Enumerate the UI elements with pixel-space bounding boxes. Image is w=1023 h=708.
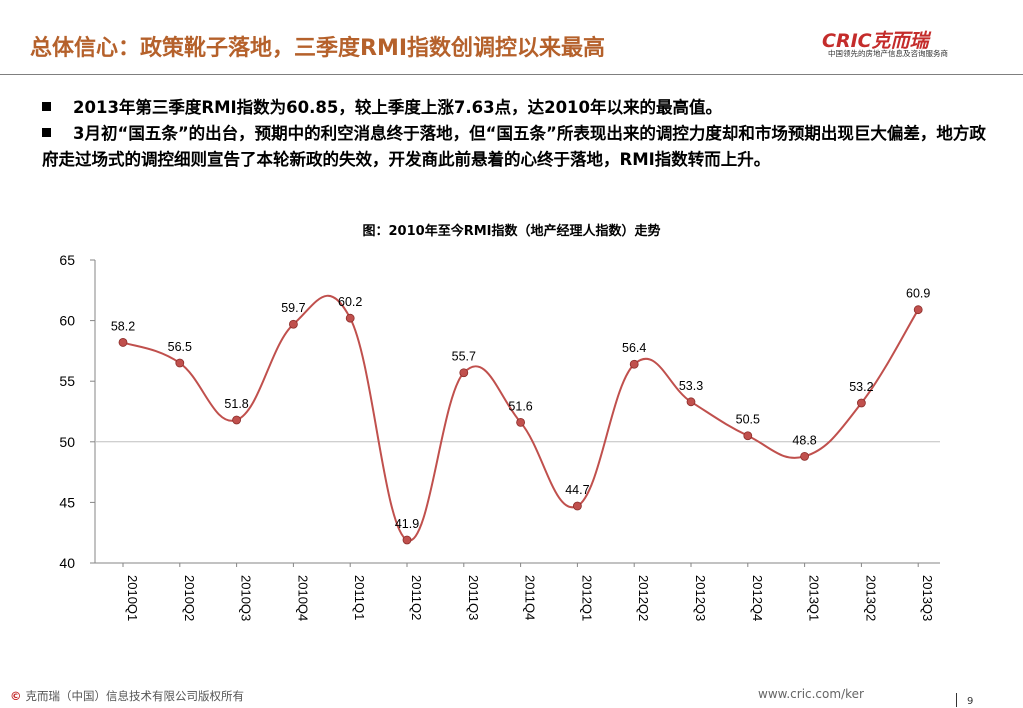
x-tick-label: 2010Q2 [182, 575, 197, 621]
data-label: 55.7 [452, 350, 476, 364]
data-label: 59.7 [281, 301, 305, 315]
data-point [402, 535, 412, 545]
data-point [573, 501, 582, 511]
data-label: 58.2 [111, 319, 135, 333]
page-title: 总体信心：政策靴子落地，三季度RMI指数创调控以来最高 [30, 36, 606, 61]
footer-copyright: © 克而瑞（中国）信息技术有限公司版权所有 [10, 688, 244, 704]
copyright-text: 克而瑞（中国）信息技术有限公司版权所有 [25, 689, 245, 703]
data-point [686, 397, 696, 407]
cric-logo: CRIC克而瑞 中国领先的房地产信息及咨询服务商 [818, 26, 988, 62]
data-label: 44.7 [565, 483, 589, 497]
x-tick-label: 2011Q2 [409, 575, 424, 620]
page-number: 9 [956, 693, 973, 707]
data-point [175, 358, 185, 368]
y-tick-label: 50 [59, 434, 75, 450]
footer-url: www.cric.com/ker [758, 687, 864, 701]
chart-title: 图：2010年至今RMI指数（地产经理人指数）走势 [362, 224, 661, 239]
data-label: 53.2 [849, 380, 873, 394]
data-point [459, 368, 469, 378]
x-tick-label: 2013Q3 [920, 575, 935, 621]
data-label: 60.9 [906, 287, 930, 301]
bullet-square-icon [42, 102, 51, 111]
data-label: 48.8 [792, 433, 816, 447]
data-label: 51.8 [224, 397, 248, 411]
logo-tagline: 中国领先的房地产信息及咨询服务商 [828, 49, 948, 58]
data-point [288, 319, 298, 329]
data-point [516, 418, 525, 427]
bullet-text: 2013年第三季度RMI指数为60.85，较上季度上涨7.63点，达2010年以… [73, 98, 723, 117]
x-tick-label: 2013Q2 [863, 575, 878, 621]
data-point [232, 415, 242, 425]
y-tick-label: 40 [59, 555, 75, 571]
data-point [118, 338, 128, 347]
x-tick-label: 2011Q4 [523, 575, 538, 620]
data-label: 56.4 [622, 341, 646, 355]
x-tick-label: 2012Q4 [750, 575, 765, 621]
series-line [122, 294, 920, 542]
x-tick-label: 2010Q3 [239, 575, 254, 621]
data-label: 56.5 [168, 340, 192, 354]
x-tick-label: 2010Q4 [295, 575, 310, 621]
bullet-square-icon [42, 128, 51, 137]
data-label: 50.5 [736, 413, 760, 427]
bullet-item: 2013年第三季度RMI指数为60.85，较上季度上涨7.63点，达2010年以… [42, 95, 992, 121]
data-label: 60.2 [338, 295, 362, 309]
y-tick-label: 65 [59, 252, 75, 268]
data-point [857, 398, 866, 408]
data-point [345, 313, 355, 323]
data-label: 53.3 [679, 379, 703, 393]
logo-brand: CRIC克而瑞 [822, 30, 929, 52]
page-number-text: 9 [967, 696, 974, 707]
x-tick-label: 2012Q2 [636, 575, 651, 621]
y-tick-label: 60 [59, 313, 75, 329]
bullet-item: 3月初“国五条”的出台，预期中的利空消息终于落地，但“国五条”所表现出来的调控力… [42, 121, 992, 173]
copyright-symbol: © [10, 689, 22, 703]
x-tick-label: 2013Q1 [807, 575, 822, 621]
data-point [800, 451, 809, 461]
header-divider [0, 74, 1023, 75]
x-tick-label: 2011Q3 [466, 575, 481, 620]
page-divider [956, 693, 957, 707]
data-label: 41.9 [395, 517, 419, 531]
y-tick-label: 45 [59, 494, 75, 510]
bullet-text: 3月初“国五条”的出台，预期中的利空消息终于落地，但“国五条”所表现出来的调控力… [42, 124, 986, 169]
bullet-list: 2013年第三季度RMI指数为60.85，较上季度上涨7.63点，达2010年以… [42, 95, 992, 173]
y-tick-label: 55 [59, 373, 75, 389]
x-tick-label: 2011Q1 [352, 575, 367, 620]
data-point [743, 431, 753, 441]
data-label: 51.6 [508, 399, 532, 413]
x-tick-label: 2010Q1 [125, 575, 140, 621]
x-tick-label: 2012Q3 [693, 575, 708, 621]
data-point [629, 359, 639, 369]
data-point [913, 305, 923, 315]
x-tick-label: 2012Q1 [579, 575, 594, 621]
